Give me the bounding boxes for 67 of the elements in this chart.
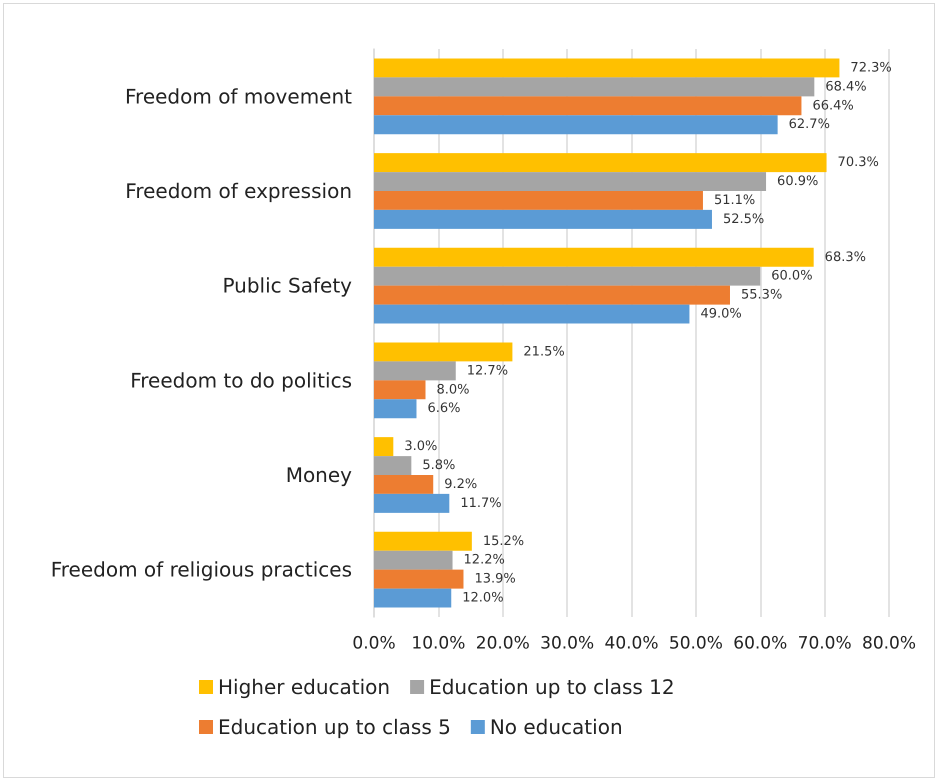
data-label: 12.0% bbox=[462, 590, 504, 606]
bar bbox=[374, 210, 712, 229]
data-label: 70.3% bbox=[838, 155, 879, 170]
data-label: 55.3% bbox=[740, 288, 782, 303]
y-tick-label: Freedom of expression bbox=[125, 179, 352, 203]
bar bbox=[374, 304, 690, 324]
data-label: 12.2% bbox=[464, 552, 505, 568]
data-label: 15.2% bbox=[482, 534, 524, 549]
data-label: 62.7% bbox=[788, 117, 830, 132]
legend-label: Higher education bbox=[218, 675, 390, 699]
data-label: 68.3% bbox=[824, 250, 866, 265]
data-label: 66.4% bbox=[812, 98, 854, 114]
bar bbox=[374, 115, 778, 134]
data-label: 60.0% bbox=[771, 268, 813, 284]
data-label: 21.5% bbox=[523, 344, 565, 360]
y-tick-label: Freedom of religious practices bbox=[50, 558, 352, 582]
bar bbox=[374, 456, 412, 475]
data-label: 52.5% bbox=[722, 212, 764, 227]
bar bbox=[374, 286, 730, 305]
bar bbox=[374, 153, 827, 172]
bar bbox=[374, 248, 814, 267]
bar bbox=[374, 361, 456, 380]
bar bbox=[374, 77, 814, 96]
data-label: 49.0% bbox=[700, 306, 742, 322]
x-tick-label: 10.0% bbox=[411, 634, 466, 654]
x-tick-label: 50.0% bbox=[668, 634, 723, 654]
bar bbox=[374, 437, 394, 456]
y-tick-label: Money bbox=[286, 463, 352, 487]
bar bbox=[374, 532, 472, 551]
data-label: 12.7% bbox=[466, 363, 508, 378]
y-tick-label: Freedom of movement bbox=[124, 84, 352, 108]
bar bbox=[374, 266, 760, 286]
legend-label: Education up to class 12 bbox=[429, 675, 675, 699]
bar bbox=[374, 475, 434, 494]
data-label: 51.1% bbox=[714, 192, 756, 208]
data-label: 72.3% bbox=[850, 60, 892, 76]
bar bbox=[374, 550, 453, 570]
x-tick-label: 20.0% bbox=[476, 634, 530, 654]
legend-label: Education up to class 5 bbox=[218, 715, 451, 739]
bar bbox=[374, 399, 416, 418]
x-tick-label: 0.0% bbox=[352, 634, 396, 654]
bar bbox=[374, 172, 766, 191]
y-tick-label: Freedom to do politics bbox=[130, 368, 352, 392]
data-label: 3.0% bbox=[404, 439, 438, 454]
data-label: 6.6% bbox=[427, 401, 461, 416]
x-tick-label: 30.0% bbox=[540, 634, 594, 654]
x-tick-label: 70.0% bbox=[798, 634, 852, 654]
x-tick-label: 80.0% bbox=[862, 634, 916, 654]
bar bbox=[374, 588, 452, 608]
bar bbox=[374, 96, 802, 116]
data-label: 8.0% bbox=[436, 382, 470, 398]
bar bbox=[374, 58, 840, 78]
bar bbox=[374, 380, 426, 400]
data-label: 9.2% bbox=[444, 476, 478, 492]
bar bbox=[374, 570, 464, 589]
data-label: 11.7% bbox=[460, 496, 502, 511]
data-label: 60.9% bbox=[777, 174, 818, 190]
x-tick-label: 60.0% bbox=[733, 634, 788, 654]
x-tick-label: 40.0% bbox=[604, 634, 659, 654]
data-label: 5.8% bbox=[422, 458, 456, 474]
bar bbox=[374, 494, 450, 513]
bar bbox=[374, 191, 703, 210]
bar bbox=[374, 342, 512, 362]
data-label: 68.4% bbox=[825, 79, 867, 94]
y-tick-label: Public Safety bbox=[222, 274, 352, 298]
legend-label: No education bbox=[490, 715, 623, 739]
data-label: 13.9% bbox=[474, 572, 516, 587]
